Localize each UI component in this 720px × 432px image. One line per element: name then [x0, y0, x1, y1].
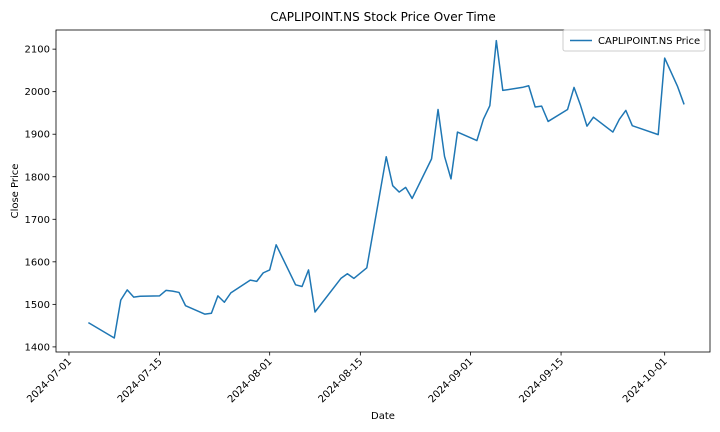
x-tick-label: 2024-08-01 — [226, 356, 275, 405]
x-tick-label: 2024-09-15 — [517, 356, 566, 405]
y-tick-label: 1600 — [25, 257, 50, 268]
legend-box — [562, 29, 706, 52]
y-tick-label: 2000 — [25, 87, 50, 98]
x-axis-label: Date — [371, 411, 395, 422]
y-tick-label: 1700 — [25, 215, 50, 226]
y-axis-label: Close Price — [10, 164, 21, 219]
x-tick-label: 2024-09-01 — [427, 356, 476, 405]
legend-label: CAPLIPOINT.NS Price — [598, 36, 700, 47]
legend: CAPLIPOINT.NS Price — [562, 29, 706, 52]
plot-frame — [55, 29, 711, 353]
y-tick-label: 1900 — [25, 130, 50, 141]
plot-border — [55, 29, 711, 353]
y-tick-label: 1400 — [25, 342, 50, 353]
x-tick-label: 2024-08-15 — [317, 356, 366, 405]
series-line — [87, 39, 685, 339]
y-tick-label: 2100 — [25, 45, 50, 56]
series-layer — [87, 39, 685, 339]
chart-title: CAPLIPOINT.NS Stock Price Over Time — [270, 10, 496, 24]
x-tick-label: 2024-10-01 — [621, 356, 670, 405]
y-tick-label: 1500 — [25, 300, 50, 311]
x-tick-label: 2024-07-01 — [25, 356, 74, 405]
y-tick-label: 1800 — [25, 172, 50, 183]
y-axis: 1400 1500 1600 1700 1800 1900 2000 2100 — [25, 45, 56, 353]
x-axis: 2024-07-01 2024-07-15 2024-08-01 2024-08-15… — [25, 352, 670, 405]
x-tick-label: 2024-07-15 — [116, 356, 165, 405]
